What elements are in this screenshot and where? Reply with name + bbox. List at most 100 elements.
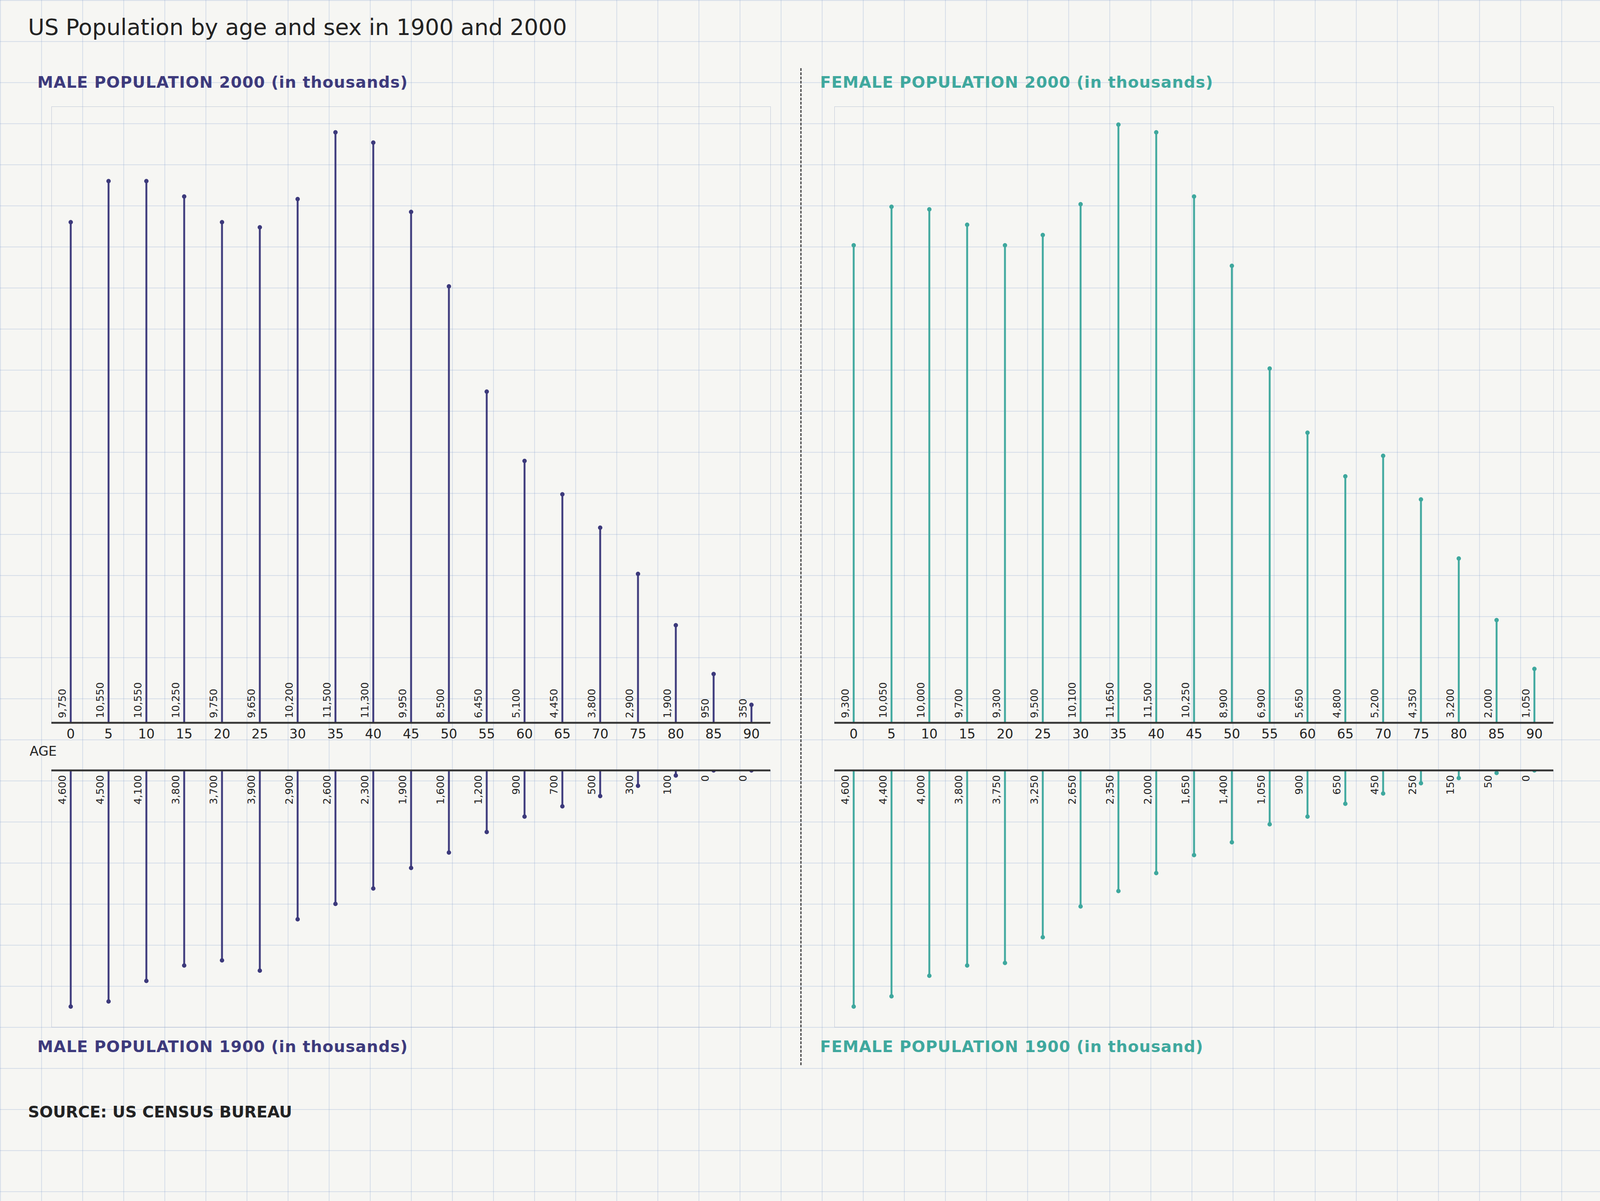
svg-text:1,200: 1,200	[472, 775, 485, 805]
svg-text:1,050: 1,050	[1519, 689, 1532, 719]
svg-text:60: 60	[516, 726, 534, 742]
svg-text:100: 100	[661, 775, 674, 796]
svg-text:4,000: 4,000	[914, 775, 927, 805]
svg-text:11,300: 11,300	[359, 682, 371, 719]
svg-text:350: 350	[737, 698, 749, 719]
svg-text:5,650: 5,650	[1292, 689, 1305, 719]
svg-text:3,800: 3,800	[585, 689, 598, 719]
svg-text:10,100: 10,100	[1065, 682, 1078, 719]
svg-text:40: 40	[1147, 726, 1165, 742]
svg-text:50: 50	[1223, 726, 1241, 742]
svg-text:75: 75	[1412, 726, 1430, 742]
svg-text:10,250: 10,250	[1179, 682, 1192, 719]
svg-text:10,200: 10,200	[283, 682, 296, 719]
svg-text:10,000: 10,000	[914, 682, 927, 719]
svg-text:45: 45	[1185, 726, 1203, 742]
svg-text:4,800: 4,800	[1330, 689, 1343, 719]
svg-text:10: 10	[138, 726, 156, 742]
svg-text:450: 450	[1368, 775, 1381, 796]
svg-text:2,000: 2,000	[1481, 689, 1494, 719]
svg-text:4,400: 4,400	[876, 775, 889, 805]
svg-text:60: 60	[1298, 726, 1316, 742]
svg-text:0: 0	[849, 726, 858, 742]
svg-text:3,800: 3,800	[169, 775, 182, 805]
svg-text:4,600: 4,600	[56, 775, 69, 805]
svg-text:900: 900	[510, 775, 522, 796]
svg-text:1,900: 1,900	[661, 689, 674, 719]
svg-text:9,750: 9,750	[207, 689, 220, 719]
svg-text:2,650: 2,650	[1065, 775, 1078, 805]
svg-text:15: 15	[176, 726, 193, 742]
svg-text:90: 90	[1525, 726, 1543, 742]
svg-text:3,750: 3,750	[990, 775, 1002, 805]
svg-text:9,950: 9,950	[396, 689, 409, 719]
svg-text:11,500: 11,500	[1141, 682, 1154, 719]
svg-text:5,200: 5,200	[1368, 689, 1381, 719]
svg-text:90: 90	[743, 726, 761, 742]
svg-text:30: 30	[1071, 726, 1089, 742]
svg-text:11,650: 11,650	[1103, 682, 1116, 719]
svg-text:45: 45	[402, 726, 420, 742]
svg-text:6,900: 6,900	[1254, 689, 1267, 719]
svg-text:10,550: 10,550	[94, 682, 106, 719]
svg-text:0: 0	[699, 775, 712, 783]
svg-text:20: 20	[213, 726, 231, 742]
svg-text:1,900: 1,900	[396, 775, 409, 805]
svg-text:65: 65	[1336, 726, 1354, 742]
svg-text:0: 0	[737, 775, 749, 783]
svg-text:3,800: 3,800	[952, 775, 965, 805]
svg-text:9,500: 9,500	[1028, 689, 1040, 719]
svg-text:9,300: 9,300	[838, 689, 851, 719]
svg-text:25: 25	[1034, 726, 1051, 742]
svg-text:3,700: 3,700	[207, 775, 220, 805]
svg-text:85: 85	[1487, 726, 1505, 742]
svg-text:2,300: 2,300	[359, 775, 371, 805]
svg-text:3,200: 3,200	[1444, 689, 1456, 719]
svg-text:650: 650	[1330, 775, 1343, 796]
svg-text:80: 80	[1450, 726, 1467, 742]
svg-text:5: 5	[104, 726, 113, 742]
svg-text:55: 55	[478, 726, 496, 742]
svg-text:2,000: 2,000	[1141, 775, 1154, 805]
svg-text:9,750: 9,750	[56, 689, 69, 719]
svg-text:10,550: 10,550	[132, 682, 144, 719]
svg-text:25: 25	[251, 726, 269, 742]
svg-text:75: 75	[629, 726, 647, 742]
svg-text:10,050: 10,050	[876, 682, 889, 719]
svg-text:700: 700	[548, 775, 560, 796]
svg-text:9,300: 9,300	[990, 689, 1002, 719]
svg-text:2,900: 2,900	[283, 775, 296, 805]
svg-text:80: 80	[667, 726, 685, 742]
svg-text:5,100: 5,100	[510, 689, 522, 719]
svg-text:10: 10	[920, 726, 938, 742]
svg-text:9,650: 9,650	[245, 689, 258, 719]
svg-text:50: 50	[1481, 775, 1494, 789]
svg-text:0: 0	[66, 726, 76, 742]
svg-text:8,500: 8,500	[434, 689, 447, 719]
svg-text:2,350: 2,350	[1103, 775, 1116, 805]
svg-text:70: 70	[592, 726, 609, 742]
svg-text:1,600: 1,600	[434, 775, 447, 805]
svg-text:50: 50	[440, 726, 458, 742]
svg-text:150: 150	[1444, 775, 1456, 796]
svg-text:35: 35	[327, 726, 345, 742]
svg-text:1,650: 1,650	[1179, 775, 1192, 805]
svg-text:9,700: 9,700	[952, 689, 965, 719]
svg-text:4,100: 4,100	[132, 775, 144, 805]
svg-text:250: 250	[1406, 775, 1418, 796]
svg-text:1,050: 1,050	[1254, 775, 1267, 805]
svg-text:40: 40	[365, 726, 382, 742]
svg-text:4,600: 4,600	[838, 775, 851, 805]
svg-text:11,500: 11,500	[321, 682, 333, 719]
svg-text:20: 20	[996, 726, 1014, 742]
svg-text:8,900: 8,900	[1217, 689, 1229, 719]
svg-text:0: 0	[1519, 775, 1532, 783]
svg-text:4,450: 4,450	[548, 689, 560, 719]
svg-text:55: 55	[1261, 726, 1278, 742]
svg-text:15: 15	[958, 726, 976, 742]
svg-text:85: 85	[705, 726, 723, 742]
svg-text:300: 300	[623, 775, 636, 796]
svg-text:6,450: 6,450	[472, 689, 485, 719]
svg-text:4,350: 4,350	[1406, 689, 1418, 719]
svg-text:2,600: 2,600	[321, 775, 333, 805]
